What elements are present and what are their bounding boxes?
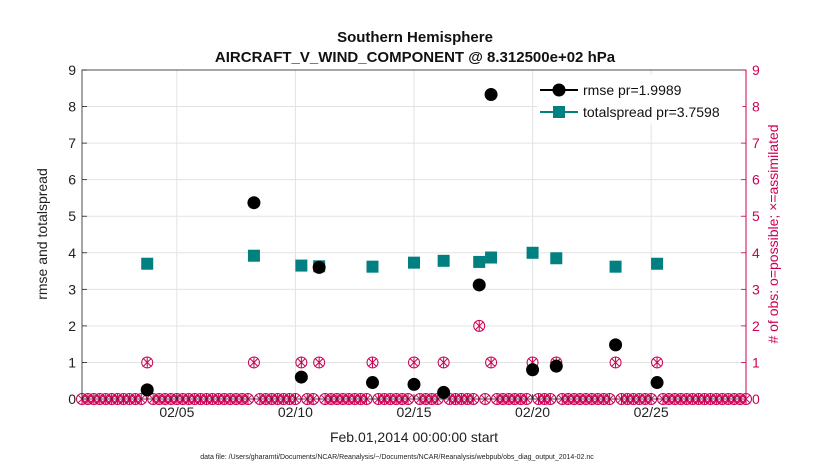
y-tick-label: 9 bbox=[68, 62, 76, 78]
y2-tick-label: 3 bbox=[752, 281, 760, 297]
rmse-point bbox=[526, 363, 540, 377]
totalspread-point bbox=[473, 255, 486, 268]
y-tick-label: 4 bbox=[68, 245, 76, 261]
totalspread-point bbox=[437, 254, 450, 267]
obs-assimilated-marker bbox=[314, 356, 324, 368]
totalspread-markers bbox=[141, 246, 664, 273]
rmse-point bbox=[140, 383, 154, 397]
obs-assimilated-marker bbox=[249, 356, 259, 368]
y2-axis-label: # of obs: o=possible; ×=assimilated bbox=[765, 124, 781, 343]
legend-spread-marker bbox=[553, 106, 565, 118]
chart-title: Southern Hemisphere bbox=[337, 29, 493, 46]
y-tick-label: 2 bbox=[68, 318, 76, 334]
data-file-footnote: data file: /Users/gharamti/Documents/NCA… bbox=[200, 454, 594, 461]
rmse-point bbox=[484, 87, 498, 101]
totalspread-point bbox=[366, 260, 379, 273]
y2-tick-label: 6 bbox=[752, 172, 760, 188]
legend-spread-label: totalspread pr=3.7598 bbox=[583, 104, 720, 120]
x-tick-label: 02/10 bbox=[278, 404, 313, 420]
left-axis-ticks: 0 1 2 3 4 5 6 7 8 9 bbox=[68, 62, 87, 407]
obs-assimilated-marker bbox=[652, 356, 662, 368]
totalspread-point bbox=[247, 249, 260, 262]
y2-tick-label: 0 bbox=[752, 391, 760, 407]
rmse-point bbox=[407, 377, 421, 391]
rmse-markers bbox=[140, 87, 664, 399]
legend: rmse pr=1.9989 totalspread pr=3.7598 bbox=[537, 74, 743, 124]
totalspread-point bbox=[526, 246, 539, 259]
chart-subtitle: AIRCRAFT_V_WIND_COMPONENT @ 8.312500e+02… bbox=[215, 49, 616, 66]
x-tick-label: 02/15 bbox=[396, 404, 431, 420]
totalspread-point bbox=[408, 256, 420, 269]
y2-tick-label: 8 bbox=[752, 99, 760, 115]
grid-lines bbox=[82, 70, 746, 399]
rmse-point bbox=[437, 385, 451, 399]
obs-assimilated-marker bbox=[486, 356, 496, 368]
rmse-point bbox=[609, 338, 623, 352]
obs-assimilated-marker bbox=[296, 356, 306, 368]
legend-rmse-label: rmse pr=1.9989 bbox=[583, 82, 682, 98]
totalspread-point bbox=[485, 251, 498, 264]
rmse-point bbox=[472, 278, 486, 292]
y-tick-label: 0 bbox=[68, 391, 76, 407]
y-tick-label: 7 bbox=[68, 135, 76, 151]
right-axis-ticks: 0 1 2 3 4 5 6 7 8 9 bbox=[741, 62, 760, 407]
y2-tick-label: 7 bbox=[752, 135, 760, 151]
x-axis-ticks: 02/05 02/10 02/15 02/20 02/25 bbox=[159, 394, 669, 420]
y-tick-label: 1 bbox=[68, 354, 76, 370]
rmse-point bbox=[247, 196, 261, 210]
y-tick-label: 5 bbox=[68, 208, 76, 224]
rmse-point bbox=[366, 376, 379, 390]
rmse-point bbox=[312, 260, 326, 274]
obs-assimilated-marker bbox=[611, 356, 621, 368]
obs-assimilated-marker bbox=[367, 356, 378, 368]
y2-tick-label: 1 bbox=[752, 354, 760, 370]
x-tick-label: 02/05 bbox=[159, 404, 194, 420]
y2-tick-label: 9 bbox=[752, 62, 760, 78]
totalspread-point bbox=[609, 260, 622, 273]
x-tick-label: 02/20 bbox=[515, 404, 550, 420]
rmse-point bbox=[549, 359, 563, 373]
y-tick-label: 3 bbox=[68, 281, 76, 297]
y-axis-label: rmse and totalspread bbox=[34, 168, 50, 300]
y-tick-label: 6 bbox=[68, 172, 76, 188]
totalspread-point bbox=[295, 259, 308, 272]
totalspread-point bbox=[651, 257, 664, 270]
obs-assimilated-marker bbox=[142, 356, 152, 368]
legend-rmse-marker bbox=[552, 83, 566, 97]
y-tick-label: 8 bbox=[68, 99, 76, 115]
x-axis-label: Feb.01,2014 00:00:00 start bbox=[330, 429, 498, 445]
y2-tick-label: 2 bbox=[752, 318, 760, 334]
y2-tick-label: 5 bbox=[752, 208, 760, 224]
rmse-point bbox=[294, 370, 308, 384]
legend-box bbox=[537, 74, 743, 124]
obs-assimilated-marker bbox=[409, 356, 419, 368]
obs-assimilated-marker bbox=[439, 356, 449, 368]
obs-assimilated-marker bbox=[474, 320, 484, 332]
y2-tick-label: 4 bbox=[752, 245, 760, 261]
rmse-point bbox=[650, 376, 664, 390]
totalspread-point bbox=[550, 252, 563, 265]
x-tick-label: 02/25 bbox=[634, 404, 669, 420]
totalspread-point bbox=[141, 257, 154, 270]
